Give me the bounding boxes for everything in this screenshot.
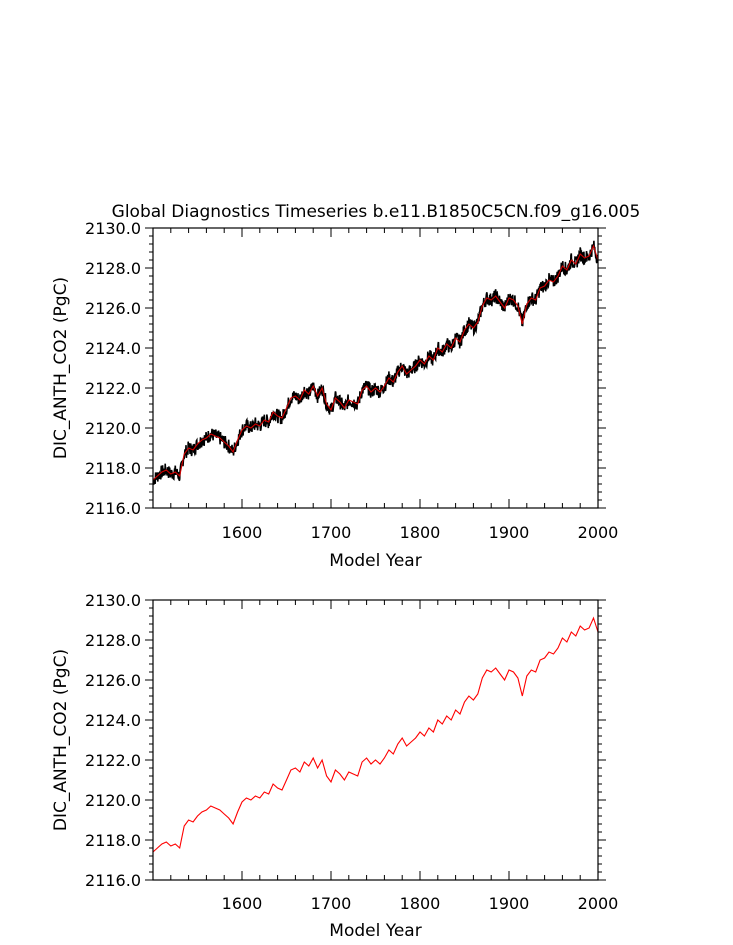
x-tick-label: 1600: [222, 523, 263, 542]
y-tick-label: 2130.0: [85, 219, 141, 238]
bottom-x-axis-label: Model Year: [329, 921, 421, 941]
y-tick-label: 2128.0: [85, 259, 141, 278]
y-tick-label: 2118.0: [85, 459, 141, 478]
y-tick-label: 2120.0: [85, 419, 141, 438]
figure-title: Global Diagnostics Timeseries b.e11.B185…: [112, 202, 641, 222]
y-tick-label: 2118.0: [85, 831, 141, 850]
bottom-series: [153, 616, 598, 853]
y-tick-label: 2126.0: [85, 299, 141, 318]
x-tick-label: 2000: [578, 523, 619, 542]
top-ticks: [145, 227, 606, 509]
x-tick-label: 1900: [489, 523, 530, 542]
bottom-plot-frame: [152, 599, 599, 881]
x-tick-label: 1600: [222, 894, 263, 913]
bottom-timeseries-panel: 2116.0 2118.0 2120.0 2122.0 2124.0 2126.0 2128…: [51, 591, 618, 941]
y-tick-label: 2130.0: [85, 591, 141, 610]
monthly-series-line: [153, 240, 598, 485]
y-tick-label: 2116.0: [85, 499, 141, 518]
y-tick-label: 2116.0: [85, 871, 141, 890]
top-x-tick-labels: 1600 1700 1800 1900 2000: [222, 523, 619, 542]
y-tick-label: 2122.0: [85, 751, 141, 770]
annual-mean-series-line: [153, 616, 598, 853]
x-tick-label: 1800: [400, 523, 441, 542]
annual-mean-series-line: [153, 244, 598, 481]
top-x-axis-label: Model Year: [329, 551, 421, 571]
y-tick-label: 2120.0: [85, 791, 141, 810]
top-plot-frame: [152, 227, 599, 509]
y-tick-label: 2122.0: [85, 379, 141, 398]
x-tick-label: 1700: [311, 894, 352, 913]
x-tick-label: 1900: [489, 894, 530, 913]
bottom-y-axis-label: DIC_ANTH_CO2 (PgC): [51, 649, 71, 831]
bottom-ticks: [145, 599, 606, 881]
x-tick-label: 1700: [311, 523, 352, 542]
top-y-tick-labels: 2116.0 2118.0 2120.0 2122.0 2124.0 2126.0 2128…: [85, 219, 141, 518]
top-series: [153, 240, 598, 485]
y-tick-label: 2124.0: [85, 711, 141, 730]
x-tick-label: 1800: [400, 894, 441, 913]
top-timeseries-panel: 2116.0 2118.0 2120.0 2122.0 2124.0 2126.0 2128…: [51, 219, 618, 571]
top-y-axis-label: DIC_ANTH_CO2 (PgC): [51, 277, 71, 459]
bottom-x-tick-labels: 1600 1700 1800 1900 2000: [222, 894, 619, 913]
y-tick-label: 2126.0: [85, 671, 141, 690]
y-tick-label: 2128.0: [85, 631, 141, 650]
y-tick-label: 2124.0: [85, 339, 141, 358]
x-tick-label: 2000: [578, 894, 619, 913]
bottom-y-tick-labels: 2116.0 2118.0 2120.0 2122.0 2124.0 2126.0 2128…: [85, 591, 141, 890]
